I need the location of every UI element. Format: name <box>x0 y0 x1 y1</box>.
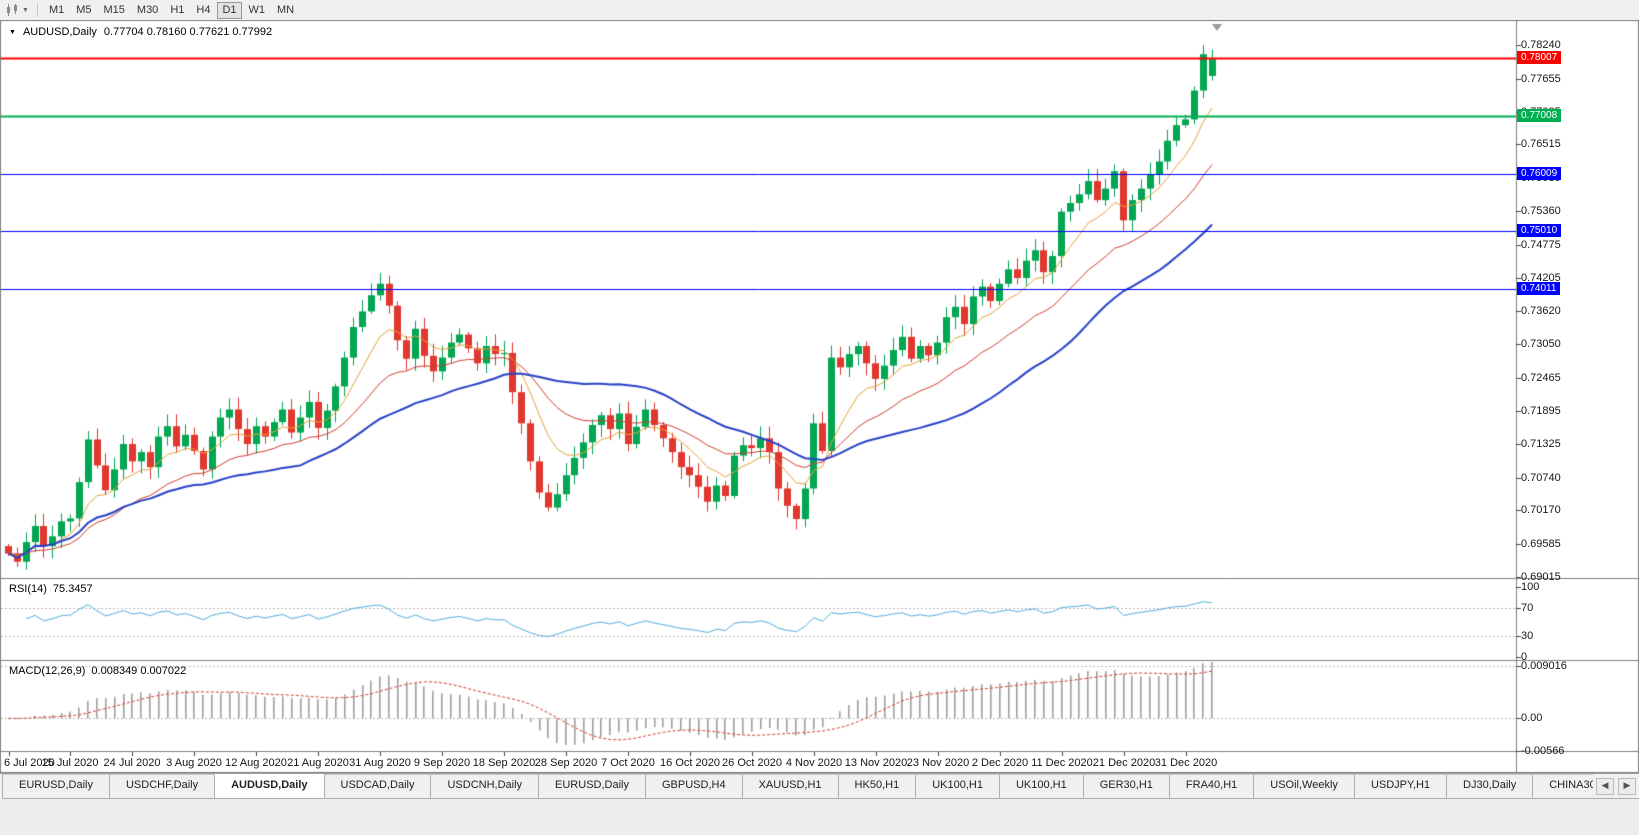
chart-canvas[interactable] <box>0 20 1639 773</box>
chart-tab-eurusd-daily[interactable]: EURUSD,Daily <box>2 774 110 799</box>
chart-tab-uk100-h1[interactable]: UK100,H1 <box>998 774 1084 799</box>
timeframe-button-h1[interactable]: H1 <box>165 2 189 19</box>
chart-tab-eurusd-daily[interactable]: EURUSD,Daily <box>538 774 646 799</box>
chart-tab-gbpusd-h4[interactable]: GBPUSD,H4 <box>645 774 743 799</box>
timeframe-button-m30[interactable]: M30 <box>132 2 163 19</box>
chart-tab-usdcnh-daily[interactable]: USDCNH,Daily <box>430 774 540 799</box>
tab-scroll-arrows: ◀ ▶ <box>1593 774 1639 798</box>
chart-tab-usdchf-daily[interactable]: USDCHF,Daily <box>108 774 216 799</box>
timeframe-toolbar: ▼ M1 M5 M15 M30 H1 H4 D1 W1 MN <box>0 0 1639 21</box>
timeframe-buttons: M1 M5 M15 M30 H1 H4 D1 W1 MN <box>43 1 300 19</box>
chart-tab-uk100-h1[interactable]: UK100,H1 <box>915 774 1000 799</box>
chart-tab-xauusd-h1[interactable]: XAUUSD,H1 <box>741 774 839 799</box>
timeframe-button-mn[interactable]: MN <box>272 2 299 19</box>
timeframe-button-m5[interactable]: M5 <box>71 2 96 19</box>
chevron-down-icon: ▼ <box>22 6 29 14</box>
chart-tab-dj30-daily[interactable]: DJ30,Daily <box>1446 774 1534 799</box>
chart-tab-usoil-weekly[interactable]: USOil,Weekly <box>1253 774 1355 799</box>
chart-tab-hk50-h1[interactable]: HK50,H1 <box>837 774 917 799</box>
chart-tab-ger30-h1[interactable]: GER30,H1 <box>1082 774 1170 799</box>
tab-scroll-left-icon[interactable]: ◀ <box>1596 777 1614 795</box>
chart-tab-fra40-h1[interactable]: FRA40,H1 <box>1168 774 1255 799</box>
timeframe-button-w1[interactable]: W1 <box>244 2 271 19</box>
chart-tab-usdjpy-h1[interactable]: USDJPY,H1 <box>1353 774 1448 799</box>
chart-tab-usdcad-daily[interactable]: USDCAD,Daily <box>323 774 432 799</box>
tab-scroll-right-icon[interactable]: ▶ <box>1618 777 1636 795</box>
chart-tab-bar: EURUSD,Daily USDCHF,Daily AUDUSD,Daily USDC… <box>0 773 1639 799</box>
chart-tab-audusd-daily[interactable]: AUDUSD,Daily <box>214 774 325 799</box>
chart-type-button[interactable]: ▼ <box>3 3 32 17</box>
timeframe-button-h4[interactable]: H4 <box>191 2 215 19</box>
timeframe-button-d1[interactable]: D1 <box>217 1 242 19</box>
timeframe-button-m15[interactable]: M15 <box>99 2 130 19</box>
toolbar-separator <box>36 3 38 17</box>
timeframe-button-m1[interactable]: M1 <box>44 2 69 19</box>
chart-window: ▼ AUDUSD,Daily 0.77704 0.78160 0.77621 0… <box>0 20 1639 773</box>
candlestick-chart-icon <box>7 4 17 16</box>
